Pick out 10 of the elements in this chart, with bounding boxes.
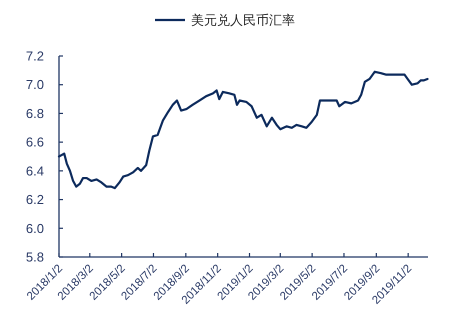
y-tick-label: 7.0 bbox=[26, 77, 44, 92]
y-tick-label: 6.0 bbox=[26, 220, 44, 236]
y-tick-label: 6.8 bbox=[26, 106, 44, 121]
y-tick-label: 7.2 bbox=[26, 48, 44, 64]
legend-label: 美元兑人民币汇率 bbox=[191, 12, 295, 28]
y-tick-label: 5.8 bbox=[26, 250, 44, 264]
y-tick-label: 6.2 bbox=[26, 192, 44, 208]
line-series bbox=[58, 70, 429, 190]
y-tick-label: 6.6 bbox=[26, 134, 44, 150]
y-tick-label: 6.4 bbox=[26, 163, 44, 178]
